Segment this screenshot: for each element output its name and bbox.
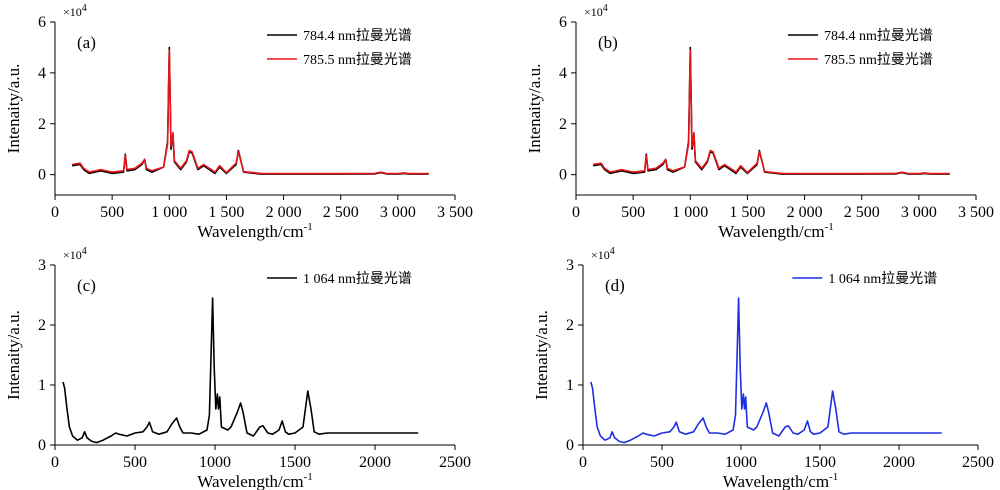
x-tick-label: 3 000 [380, 204, 416, 221]
x-axis-title-sup: -1 [829, 471, 838, 483]
y-multiplier-exp: 4 [82, 3, 87, 14]
y-tick-label: 0 [566, 437, 574, 454]
x-tick-label: 0 [51, 204, 59, 221]
x-axis-title-text: Wavelength/cm [718, 222, 824, 241]
x-tick-label: 2 500 [323, 204, 359, 221]
x-tick-label: 1 500 [208, 204, 244, 221]
y-axis-title: Intenaity/a.u. [532, 310, 551, 400]
panel-b: 0 500 1 000 1 500 2 000 2 500 3 000 3 500 0 2 4 6 ×1… [525, 3, 994, 241]
x-axis-title: Wavelength/cm-1 [197, 471, 312, 490]
x-tick-label: 0 [572, 204, 580, 221]
y-tick-label: 0 [559, 167, 567, 184]
y-multiplier-exp: 4 [610, 246, 615, 257]
y-multiplier-base: ×10 [63, 248, 82, 262]
series-line-2 [592, 49, 950, 175]
x-tick-label: 1 500 [729, 204, 765, 221]
y-tick-label: 4 [38, 65, 46, 82]
x-tick-label: 2 000 [787, 204, 823, 221]
panel-label: (b) [598, 33, 618, 52]
x-tick-label: 1000 [725, 454, 757, 471]
y-multiplier-label: ×104 [63, 3, 87, 19]
x-tick-label: 0 [51, 454, 59, 471]
legend-label-1: 784.4 nm拉曼光谱 [824, 28, 933, 44]
series-line-1 [62, 297, 419, 444]
x-axis-title-text: Wavelength/cm [723, 472, 829, 490]
x-tick-label: 1500 [804, 454, 836, 471]
panel-label: (d) [605, 276, 625, 295]
x-tick-label: 1000 [199, 454, 231, 471]
x-tick-label: 0 [579, 454, 587, 471]
x-tick-label: 500 [650, 454, 674, 471]
legend-label-1: 784.4 nm拉曼光谱 [303, 28, 412, 44]
x-tick-label: 2000 [883, 454, 915, 471]
y-axis-title: Intenaity/a.u. [4, 310, 23, 400]
x-tick-label: 3 500 [437, 204, 473, 221]
y-tick-label: 1 [38, 377, 46, 394]
x-axis-title-sup: -1 [825, 221, 834, 233]
legend-label-1: 1 064 nm拉曼光谱 [303, 271, 412, 287]
x-tick-label: 2 000 [266, 204, 302, 221]
y-multiplier-base: ×10 [591, 248, 610, 262]
y-tick-label: 6 [38, 14, 46, 31]
y-tick-label: 0 [38, 437, 46, 454]
x-tick-label: 2 500 [844, 204, 880, 221]
x-tick-label: 2500 [962, 454, 994, 471]
y-tick-label: 3 [566, 257, 574, 274]
y-multiplier-exp: 4 [603, 3, 608, 14]
panel-c: 0 500 1000 1500 2000 2500 0 1 2 3 ×104 Wavelength/c… [4, 246, 471, 490]
x-axis-title-sup: -1 [304, 221, 313, 233]
x-tick-label: 500 [100, 204, 124, 221]
panel-label: (a) [77, 33, 96, 52]
x-axis-title-text: Wavelength/cm [197, 472, 303, 490]
series-line-1 [590, 297, 942, 444]
y-tick-label: 2 [559, 116, 567, 133]
y-axis-title: Intenaity/a.u. [525, 64, 544, 154]
y-tick-label: 3 [38, 257, 46, 274]
x-tick-label: 2000 [359, 454, 391, 471]
y-axis-title: Intenaity/a.u. [4, 64, 23, 154]
y-multiplier-exp: 4 [82, 246, 87, 257]
x-tick-label: 2500 [439, 454, 471, 471]
legend-label-1: 1 064 nm拉曼光谱 [828, 271, 937, 287]
x-axis-title-sup: -1 [304, 471, 313, 483]
y-tick-label: 2 [566, 317, 574, 334]
x-axis-title: Wavelength/cm-1 [723, 471, 838, 490]
x-tick-label: 500 [123, 454, 147, 471]
y-multiplier-label: ×104 [591, 246, 615, 262]
panel-a: 0 500 1 000 1 500 2 000 2 500 3 000 3 500 0 2 4 6 ×1… [4, 3, 473, 241]
panel-label: (c) [77, 276, 96, 295]
series-line-2 [71, 49, 429, 175]
y-tick-label: 1 [566, 377, 574, 394]
x-tick-label: 1 000 [672, 204, 708, 221]
y-tick-label: 6 [559, 14, 567, 31]
x-axis-title-text: Wavelength/cm [197, 222, 303, 241]
legend-label-2: 785.5 nm拉曼光谱 [824, 52, 933, 68]
panel-d: 0 500 1000 1500 2000 2500 0 1 2 3 ×104 Wavelength/c… [532, 246, 994, 490]
x-axis-title: Wavelength/cm-1 [197, 221, 312, 241]
y-multiplier-base: ×10 [584, 5, 603, 19]
y-tick-label: 4 [559, 65, 567, 82]
y-multiplier-base: ×10 [63, 5, 82, 19]
y-tick-label: 0 [38, 167, 46, 184]
y-multiplier-label: ×104 [584, 3, 608, 19]
legend-label-2: 785.5 nm拉曼光谱 [303, 52, 412, 68]
x-tick-label: 500 [621, 204, 645, 221]
y-tick-label: 2 [38, 317, 46, 334]
x-axis-title: Wavelength/cm-1 [718, 221, 833, 241]
y-multiplier-label: ×104 [63, 246, 87, 262]
x-tick-label: 1500 [279, 454, 311, 471]
x-tick-label: 3 500 [958, 204, 994, 221]
y-tick-label: 2 [38, 116, 46, 133]
x-tick-label: 1 000 [151, 204, 187, 221]
x-tick-label: 3 000 [901, 204, 937, 221]
